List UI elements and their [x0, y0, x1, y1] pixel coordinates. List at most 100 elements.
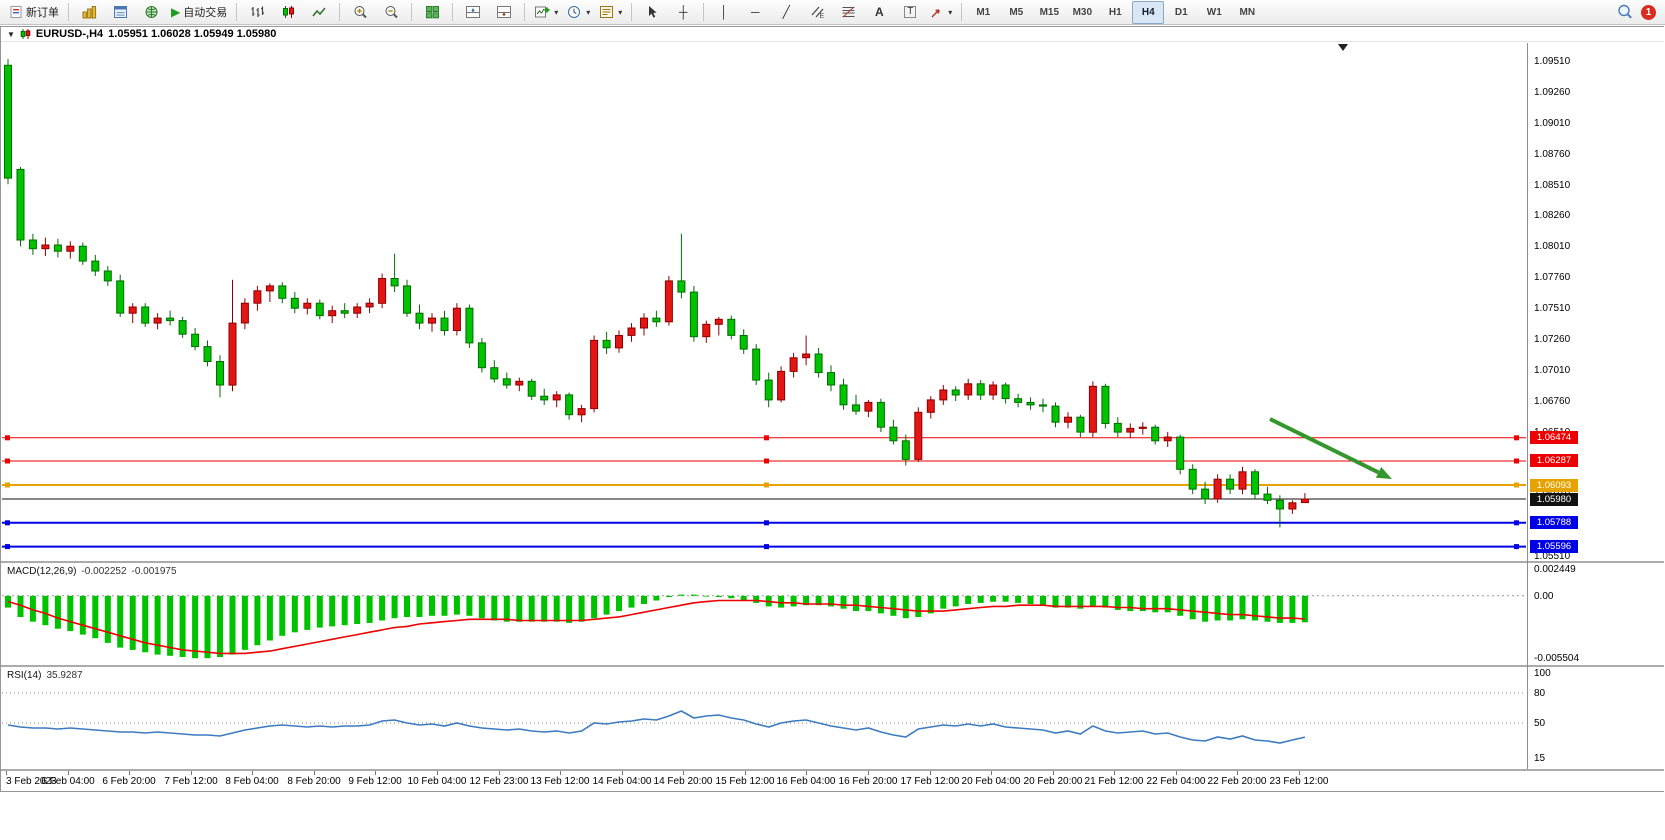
label-tool-button[interactable]: T	[895, 1, 925, 24]
line-chart-mode-button[interactable]	[304, 1, 334, 24]
macd-bar	[1252, 595, 1258, 621]
line-handle[interactable]	[764, 435, 769, 441]
notification-badge[interactable]: 1	[1641, 4, 1656, 20]
macd-axis[interactable]: 0.002449 0.00 -0.005504	[1529, 564, 1664, 664]
timeframe-button-mn[interactable]: MN	[1239, 6, 1256, 18]
zoom-in-button[interactable]	[345, 1, 375, 24]
horizontal-line-tool-button[interactable]: ─	[740, 1, 770, 24]
line-handle[interactable]	[1514, 458, 1519, 464]
line-handle[interactable]	[764, 458, 769, 464]
candle	[1275, 499, 1284, 510]
panel-separator[interactable]	[1, 665, 1664, 667]
price-tag[interactable]: 1.06474	[1530, 431, 1578, 444]
line-handle[interactable]	[764, 520, 769, 526]
search-icon[interactable]	[1617, 4, 1633, 20]
macd-bar	[703, 595, 710, 597]
candle	[914, 411, 923, 460]
chart-shift-marker[interactable]	[1338, 44, 1348, 51]
candlestick-chart[interactable]	[2, 43, 1526, 561]
timeframe-button-h4[interactable]: H4	[1132, 0, 1165, 24]
price-axis[interactable]: 1.09510 1.09260 1.09010 1.08760 1.08510 1.082…	[1529, 43, 1664, 562]
candle	[515, 380, 524, 386]
new-chart-dropdown[interactable]: ▾	[530, 1, 562, 24]
candle	[527, 380, 536, 397]
time-axis[interactable]: 3 Feb 2023 6 Feb 04:00 6 Feb 20:00 7 Feb 12…	[2, 771, 1526, 790]
price-tag[interactable]: 1.05980	[1530, 493, 1578, 506]
market-watch-button[interactable]	[74, 1, 104, 24]
line-handle[interactable]	[5, 435, 10, 441]
timeframe-button-m30[interactable]: M30	[1072, 6, 1093, 18]
crosshair-tool-button[interactable]: ┼	[668, 1, 698, 24]
tile-windows-button[interactable]	[417, 1, 447, 24]
arrow-shape-icon	[930, 6, 944, 19]
indicator-window-add-button[interactable]	[458, 1, 488, 24]
line-handle[interactable]	[1514, 520, 1519, 526]
panel-separator[interactable]	[1, 561, 1664, 563]
algo-trading-label: 自动交易	[183, 7, 228, 19]
candle	[1039, 404, 1047, 407]
rsi-chart[interactable]	[2, 667, 1526, 767]
navigator-button[interactable]	[136, 1, 166, 24]
price-tag[interactable]: 1.05788	[1530, 516, 1578, 529]
price-tag[interactable]: 1.06287	[1530, 454, 1578, 467]
line-handle[interactable]	[1514, 435, 1519, 441]
cursor-tool-button[interactable]	[637, 1, 667, 24]
line-handle[interactable]	[764, 482, 769, 488]
candle	[689, 291, 698, 338]
candle	[727, 318, 736, 336]
timeframe-button-w1[interactable]: W1	[1206, 6, 1222, 18]
indicator-window-remove-button[interactable]	[489, 1, 519, 24]
timeframe-button-m15[interactable]: M15	[1039, 6, 1060, 18]
trendline-tool-button[interactable]: ╱	[771, 1, 801, 24]
timeframe-group: M1 M5 M15 M30 H1 H4 D1 W1 MN	[967, 0, 1263, 24]
candle	[1201, 488, 1210, 500]
candlestick-mode-button[interactable]	[273, 1, 303, 24]
time-tick	[191, 771, 192, 775]
fibonacci-tool-button[interactable]	[833, 1, 863, 24]
macd-bar	[379, 595, 386, 621]
macd-bar	[142, 595, 149, 653]
macd-bar	[42, 595, 49, 626]
chevron-down-icon: ▾	[618, 7, 623, 17]
window-menu-caret-icon[interactable]: ▼	[7, 29, 15, 39]
price-tag[interactable]: 1.06093	[1530, 479, 1578, 492]
timeframe-button-m1[interactable]: M1	[976, 6, 991, 18]
period-dropdown[interactable]: ▾	[563, 1, 594, 24]
zoom-out-button[interactable]	[376, 1, 406, 24]
line-handle[interactable]	[5, 544, 10, 550]
new-order-button[interactable]: 新订单	[5, 1, 63, 24]
shapes-dropdown[interactable]: ▾	[926, 1, 956, 24]
chart-window: ▼ EURUSD-,H4 1.05951 1.06028 1.05949 1.0…	[0, 26, 1664, 792]
annotation-arrow-head[interactable]	[1375, 467, 1392, 479]
line-handle[interactable]	[5, 458, 10, 464]
timeframe-button-m5[interactable]: M5	[1009, 6, 1024, 18]
line-handle[interactable]	[5, 520, 10, 526]
candle	[16, 168, 25, 241]
candle	[739, 335, 748, 350]
template-dropdown[interactable]: ▾	[595, 1, 626, 24]
line-handle[interactable]	[5, 482, 10, 488]
line-handle[interactable]	[764, 544, 769, 550]
bar-chart-mode-button[interactable]	[242, 1, 272, 24]
channel-tool-button[interactable]: E	[802, 1, 832, 24]
algo-trading-button[interactable]: ▶ 自动交易	[167, 1, 231, 24]
data-window-button[interactable]	[105, 1, 135, 24]
vertical-line-tool-button[interactable]: │	[709, 1, 739, 24]
rsi-axis[interactable]: 100 80 50 15	[1529, 667, 1664, 767]
time-tick	[314, 771, 315, 775]
macd-bar	[790, 595, 797, 607]
macd-bar	[179, 595, 186, 657]
line-handle[interactable]	[1514, 544, 1519, 550]
macd-bar	[1289, 595, 1296, 623]
line-handle[interactable]	[1514, 482, 1519, 488]
price-tag[interactable]: 1.05596	[1530, 540, 1578, 553]
candle	[240, 302, 249, 324]
candle	[452, 307, 461, 332]
text-tool-button[interactable]: A	[864, 1, 894, 24]
annotation-arrow[interactable]	[1269, 417, 1380, 475]
new-chart-icon	[534, 5, 550, 19]
timeframe-button-h1[interactable]: H1	[1108, 6, 1122, 18]
timeframe-button-d1[interactable]: D1	[1174, 6, 1188, 18]
macd-bar	[291, 595, 298, 633]
macd-chart[interactable]	[2, 564, 1526, 664]
